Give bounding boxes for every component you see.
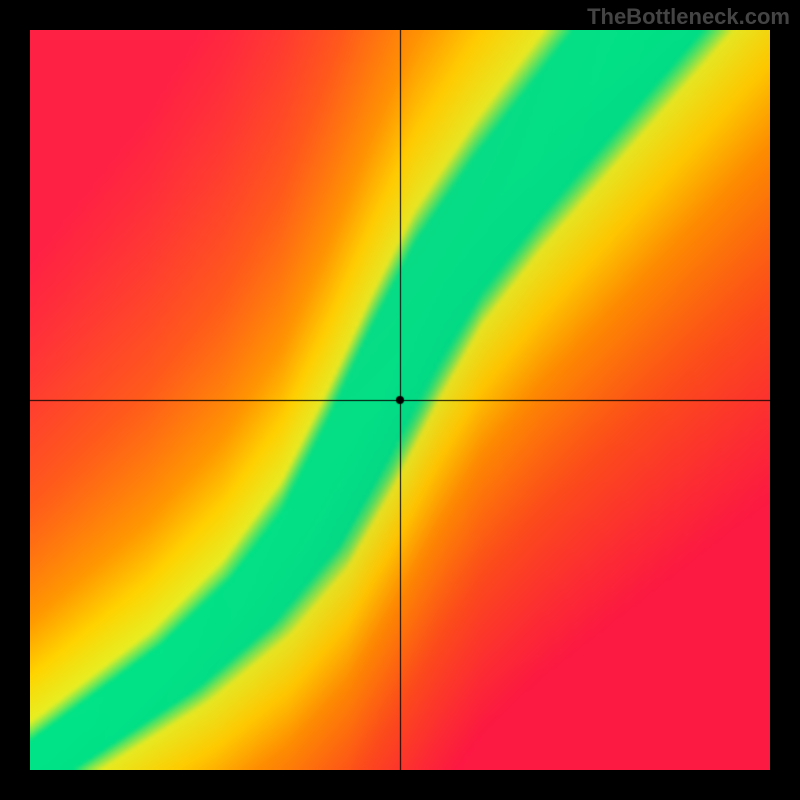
bottleneck-heatmap bbox=[30, 30, 770, 770]
chart-stage: TheBottleneck.com bbox=[0, 0, 800, 800]
watermark-text: TheBottleneck.com bbox=[587, 4, 790, 30]
